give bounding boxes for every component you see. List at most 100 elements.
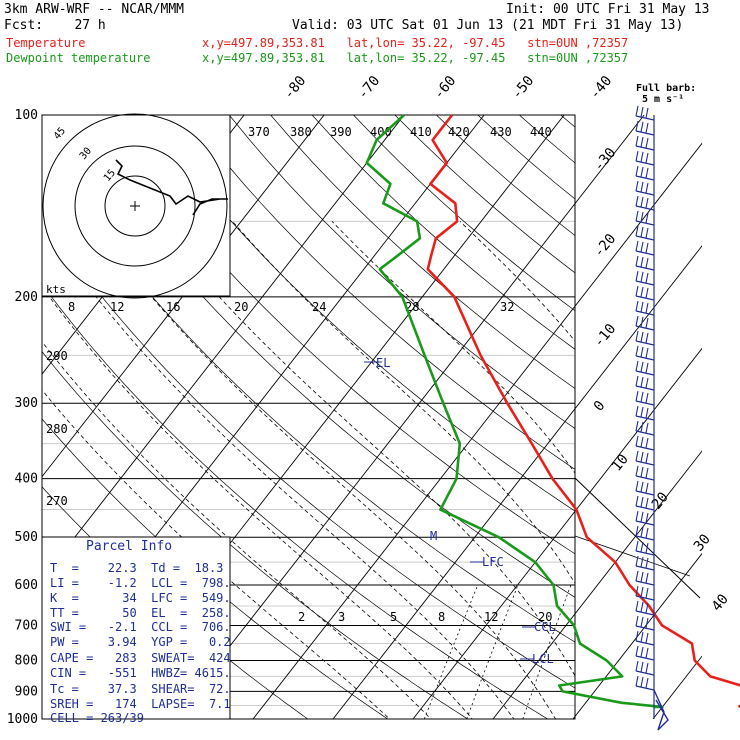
dry-adiabat: [519, 115, 575, 164]
wind-barb-flag: [635, 630, 639, 642]
wind-barb: [635, 280, 655, 286]
isotherm: [42, 115, 405, 580]
wind-barb-flag: [635, 615, 639, 627]
wind-barb-flag: [640, 316, 644, 328]
wind-barb-flag: [645, 467, 649, 479]
wind-barb-flag: [635, 570, 639, 582]
mixing-ratio-label: 3: [338, 610, 345, 624]
wind-barb-flag: [635, 540, 639, 552]
wind-barb-flag: [640, 526, 644, 538]
dry-adiabat: [436, 115, 575, 237]
barb-legend-line2: 5 m s⁻¹: [642, 94, 685, 105]
wind-barb-flag: [640, 286, 644, 298]
dry-adiabat: [104, 115, 575, 555]
wind-barb-flag: [640, 631, 644, 643]
wind-barb-flag: [640, 511, 644, 523]
hodograph-ring: [42, 113, 228, 299]
isotherm-label: -60: [431, 73, 460, 103]
wind-barb: [635, 595, 655, 601]
hodograph-ring: [104, 175, 166, 237]
wind-barb-flag: [640, 271, 644, 283]
wind-barb-flag: [640, 436, 644, 448]
parcel-row: TT = 50 EL = 258.: [50, 606, 231, 620]
wind-barb-flag: [645, 647, 649, 659]
wind-barb-flag: [635, 135, 639, 147]
isotherm: [42, 115, 325, 478]
parcel-row: K = 34 LFC = 549.: [50, 591, 231, 605]
wind-barb: [635, 370, 655, 376]
kts-label: kts: [46, 283, 66, 296]
wind-barb: [635, 610, 655, 616]
wind-barb-flag: [640, 196, 644, 208]
wind-barb: [635, 670, 655, 676]
parcel-info-title: Parcel Info: [86, 539, 173, 554]
wind-barb-flag: [640, 106, 644, 118]
wind-barb-flag: [645, 137, 649, 149]
wind-barb-flag: [645, 152, 649, 164]
wind-barb: [635, 505, 655, 511]
dry-adiabat: [42, 351, 469, 719]
wind-barb-flag: [635, 300, 639, 312]
wind-barb-flag: [640, 466, 644, 478]
lfc-label: LFC: [482, 555, 504, 569]
mixing-ratio-label: 8: [68, 300, 75, 314]
wind-barb: [635, 145, 655, 151]
wind-barb-flag: [635, 525, 639, 537]
wind-barb-flag: [635, 315, 639, 327]
theta-label: 370: [248, 125, 270, 139]
dry-adiabat: [42, 283, 549, 719]
wind-barb-flag: [640, 136, 644, 148]
dry-adiabat: [228, 115, 575, 429]
parcel-box: [41, 536, 231, 720]
wind-barb-flag: [635, 420, 639, 432]
wind-barb-flag: [640, 256, 644, 268]
wind-barb: [635, 175, 655, 181]
wind-barb-flag: [635, 330, 639, 342]
wind-barb-flag: [635, 495, 639, 507]
pressure-label: 900: [15, 684, 38, 699]
theta-label: 410: [410, 125, 432, 139]
wind-barb: [635, 475, 655, 481]
forecast-hour: Fcst: 27 h: [4, 18, 106, 33]
dewpoint-trace: [365, 114, 664, 709]
parcel-row: Tc = 37.3 SHEAR= 72.: [50, 682, 231, 696]
parcel-row: CAPE = 283 SWEAT= 424: [50, 651, 231, 665]
wind-barb: [635, 640, 655, 646]
pressure-label: 600: [15, 578, 38, 593]
wind-barb-flag: [640, 361, 644, 373]
mixing-ratio-label: 32: [500, 300, 514, 314]
wind-barb: [635, 220, 655, 226]
wind-barb-flag: [640, 646, 644, 658]
theta-label: 400: [370, 125, 392, 139]
temperature-legend-label: Temperature: [6, 36, 86, 50]
wind-barb-flag: [645, 587, 649, 599]
wind-barb: [635, 580, 655, 586]
dry-adiabat: [644, 115, 740, 732]
wind-barb: [635, 415, 655, 421]
wind-barb-flag: [645, 122, 649, 134]
wind-barb: [635, 625, 655, 631]
pressure-label: 100: [15, 108, 38, 123]
dry-adiabat: [602, 115, 740, 732]
wind-barb-flag: [645, 452, 649, 464]
wind-barb: [635, 490, 655, 496]
theta-label: 430: [490, 125, 512, 139]
theta-label: 380: [290, 125, 312, 139]
wind-barb-flag: [635, 585, 639, 597]
wind-barb: [635, 400, 655, 406]
wind-barb-flag: [645, 377, 649, 389]
wind-barb-flag: [645, 437, 649, 449]
isotherm: [733, 115, 740, 719]
wind-barb-flag: [635, 675, 639, 687]
wind-barb-flag: [645, 542, 649, 554]
wind-barb: [635, 535, 655, 541]
wind-barb: [635, 205, 655, 211]
wind-barb-flag: [645, 227, 649, 239]
wind-barb: [635, 340, 655, 346]
wind-barb-flag: [635, 600, 639, 612]
dry-adiabat: [270, 115, 575, 389]
wind-barb-flag: [645, 482, 649, 494]
wind-barb-flag: [635, 165, 639, 177]
isotherm-label: 40: [709, 591, 732, 614]
